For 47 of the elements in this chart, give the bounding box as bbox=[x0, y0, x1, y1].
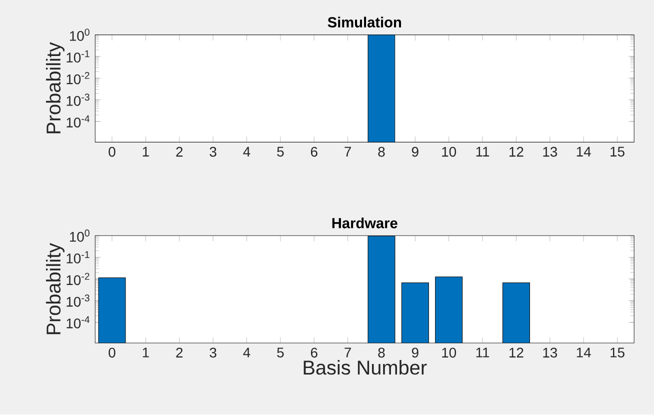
x-tick-label: 9 bbox=[412, 348, 418, 358]
x-tick-label: 12 bbox=[510, 147, 524, 157]
x-tick-label: 9 bbox=[412, 147, 418, 157]
x-tick-label: 5 bbox=[277, 348, 284, 358]
x-tick-label: 14 bbox=[576, 147, 591, 157]
x-tick-label: 14 bbox=[576, 348, 591, 358]
x-tick-label: 2 bbox=[176, 147, 183, 157]
x-tick-label: 1 bbox=[142, 147, 149, 157]
x-tick-label: 4 bbox=[243, 147, 250, 157]
y-tick-label: 10$^{0}$ bbox=[70, 28, 90, 42]
x-tick-label: 5 bbox=[277, 147, 284, 157]
y-tick-label: 10$^{0}$ bbox=[70, 230, 90, 242]
x-tick-label: 7 bbox=[344, 147, 351, 157]
x-tick-label: 2 bbox=[176, 348, 183, 358]
x-tick-label: 11 bbox=[476, 348, 490, 358]
x-tick-label: 12 bbox=[510, 348, 524, 358]
x-tick-label: 0 bbox=[108, 147, 116, 157]
x-tick-label: 3 bbox=[210, 147, 216, 157]
x-tick-label: 6 bbox=[310, 348, 318, 358]
y-tick-label: 10$^{-4}$ bbox=[66, 316, 90, 329]
x-tick-label: 13 bbox=[543, 348, 558, 358]
x-tick-label: 8 bbox=[378, 147, 385, 157]
x-tick-label: 15 bbox=[610, 147, 624, 157]
y-axis-title: Probability bbox=[46, 243, 65, 334]
y-tick-label: 10$^{-3}$ bbox=[66, 94, 90, 106]
x-tick-label: 10 bbox=[442, 348, 456, 358]
y-tick-label: 10$^{-2}$ bbox=[66, 72, 90, 84]
y-tick-label: 10$^{-1}$ bbox=[66, 251, 90, 264]
x-tick-label: 15 bbox=[610, 348, 624, 358]
chart-title: Hardware bbox=[332, 218, 398, 228]
x-tick-label: 10 bbox=[442, 147, 456, 157]
y-axis-title: Probability bbox=[46, 42, 65, 134]
x-tick-label: 6 bbox=[310, 147, 318, 157]
y-tick-label: 10$^{-4}$ bbox=[66, 116, 90, 128]
x-tick-label: 3 bbox=[210, 348, 216, 358]
x-tick-label: 13 bbox=[543, 147, 558, 157]
x-tick-label: 4 bbox=[243, 348, 250, 358]
x-tick-label: 8 bbox=[378, 348, 385, 358]
y-tick-label: 10$^{-3}$ bbox=[66, 294, 90, 307]
x-tick-label: 1 bbox=[142, 348, 149, 358]
x-axis-title: Basis Number bbox=[304, 360, 427, 375]
x-tick-label: 0 bbox=[108, 348, 116, 358]
y-tick-label: 10$^{-1}$ bbox=[66, 50, 90, 63]
y-tick-label: 10$^{-2}$ bbox=[66, 273, 90, 286]
x-tick-label: 11 bbox=[476, 147, 490, 157]
x-tick-label: 7 bbox=[344, 348, 351, 358]
chart-title: Simulation bbox=[328, 16, 402, 28]
